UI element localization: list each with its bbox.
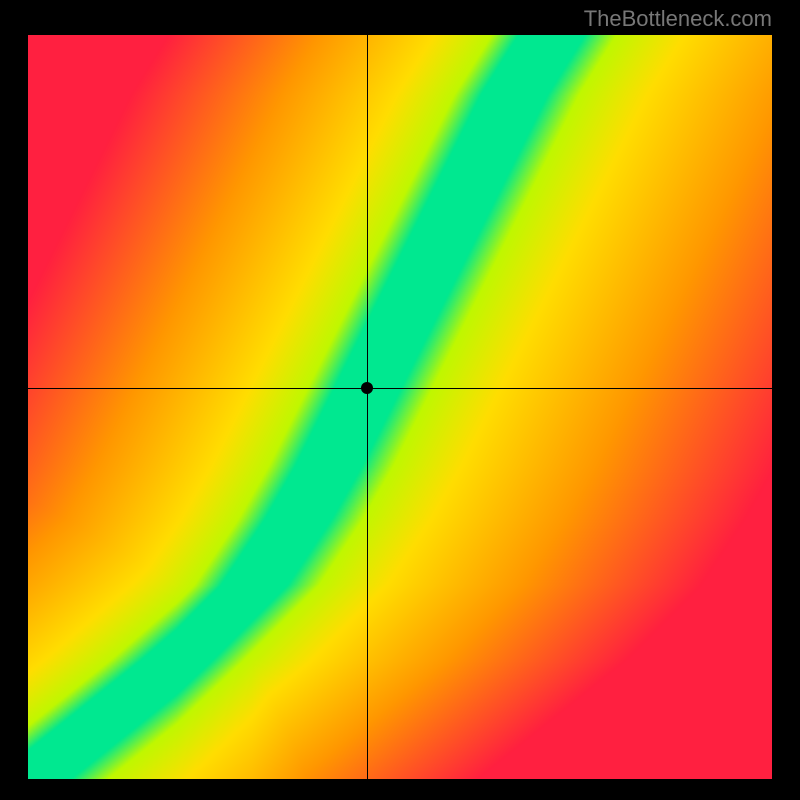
crosshair-vertical (367, 35, 368, 779)
crosshair-marker (361, 382, 373, 394)
crosshair-horizontal (28, 388, 772, 389)
watermark-text: TheBottleneck.com (584, 6, 772, 32)
bottleneck-heatmap (28, 35, 772, 779)
heatmap-canvas (28, 35, 772, 779)
